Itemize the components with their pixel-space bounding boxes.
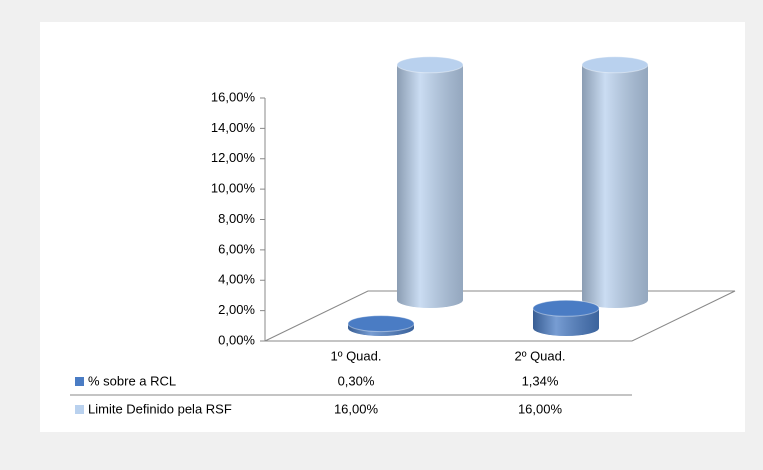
y-tick-label: 12,00% (211, 150, 256, 165)
legend-swatch (75, 377, 84, 386)
cylinder (581, 56, 649, 308)
data-label: 0,30% (338, 373, 375, 388)
y-tick-label: 0,00% (218, 332, 255, 347)
legend-label: % sobre a RCL (88, 373, 176, 388)
cylinder-shade (582, 64, 648, 308)
x-tick-label: 1º Quad. (330, 348, 381, 363)
data-label: 16,00% (334, 401, 379, 416)
y-tick-label: 10,00% (211, 181, 256, 196)
x-tick-label: 2º Quad. (514, 348, 565, 363)
cylinder (532, 299, 600, 336)
legend-label: Limite Definido pela RSF (88, 401, 232, 416)
y-tick-label: 14,00% (211, 120, 256, 135)
floor (264, 290, 736, 342)
y-tick-label: 4,00% (218, 272, 255, 287)
cylinder-top (532, 299, 600, 317)
y-tick-label: 2,00% (218, 302, 255, 317)
cylinder-top (581, 56, 649, 74)
y-tick-label: 8,00% (218, 211, 255, 226)
data-label: 16,00% (518, 401, 563, 416)
cylinder-top (347, 315, 415, 333)
cylinder-top (396, 56, 464, 74)
y-tick-label: 16,00% (211, 89, 256, 104)
cylinder (347, 315, 415, 336)
cylinder (396, 56, 464, 308)
y-tick-label: 6,00% (218, 241, 255, 256)
cylinder-shade (397, 64, 463, 308)
legend-swatch (75, 405, 84, 414)
data-label: 1,34% (522, 373, 559, 388)
